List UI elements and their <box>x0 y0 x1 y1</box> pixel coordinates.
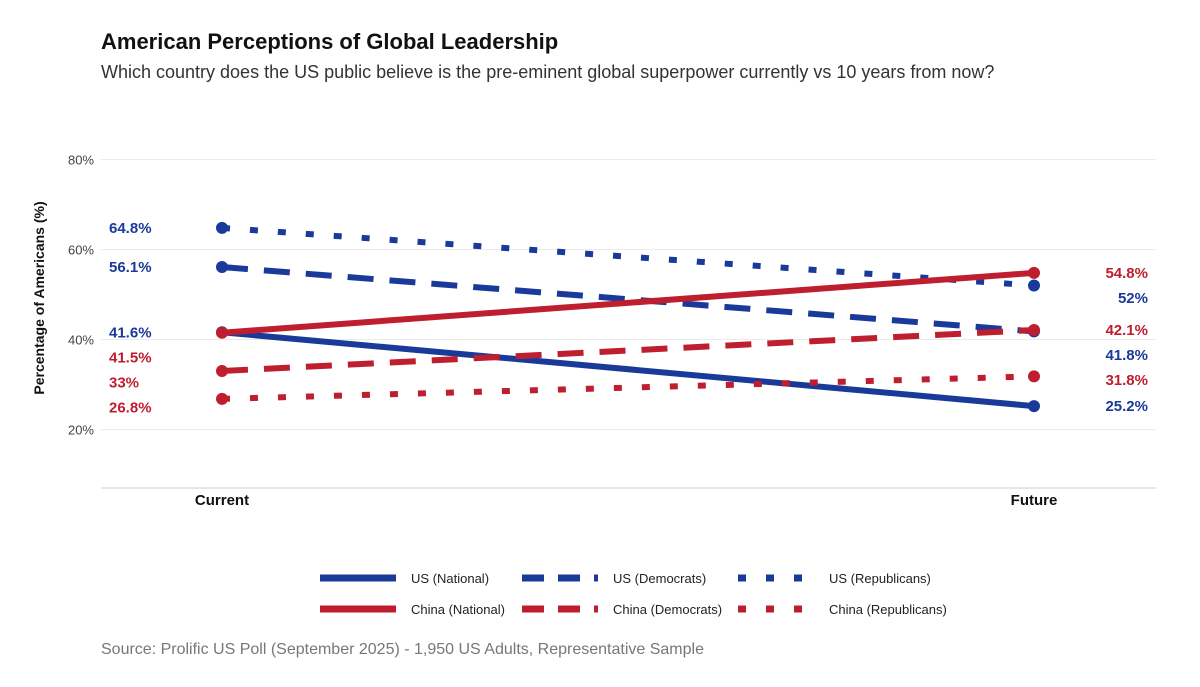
chart-title: American Perceptions of Global Leadershi… <box>101 29 559 54</box>
series-line-us-democrats <box>221 264 1035 335</box>
source-note: Source: Prolific US Poll (September 2025… <box>101 641 704 658</box>
data-label: 54.8% <box>1105 265 1148 282</box>
data-point-us-national <box>1028 400 1040 413</box>
legend-label-china-democrats: China (Democrats) <box>613 602 722 617</box>
data-label: 64.8% <box>109 220 152 237</box>
series-line-china-republicans <box>221 373 1035 402</box>
y-tick-label: 20% <box>68 423 94 438</box>
data-label: 42.1% <box>1105 322 1148 339</box>
legend-label-us-national: US (National) <box>411 571 489 586</box>
data-label: 41.8% <box>1105 347 1148 364</box>
legend-label-china-national: China (National) <box>411 602 505 617</box>
data-point-us-democrats <box>216 261 228 274</box>
y-tick-label: 40% <box>68 333 94 348</box>
series-line-china-national <box>221 269 1035 336</box>
data-label: 25.2% <box>1105 398 1148 415</box>
legend-label-us-republicans: US (Republicans) <box>829 571 931 586</box>
data-label: 41.5% <box>109 349 152 366</box>
data-point-china-democrats <box>216 365 228 377</box>
data-label: 41.6% <box>109 324 152 341</box>
data-point-china-national <box>216 326 228 339</box>
data-point-us-republicans <box>216 221 228 234</box>
data-point-china-democrats <box>1028 324 1040 337</box>
x-tick-label: Future <box>1011 492 1058 509</box>
data-point-china-national <box>1028 266 1040 279</box>
data-label: 33% <box>109 374 139 391</box>
y-tick-label: 80% <box>68 153 94 168</box>
chart-subtitle: Which country does the US public believe… <box>101 62 995 82</box>
data-point-china-republicans <box>1028 370 1040 383</box>
data-label: 56.1% <box>109 259 152 276</box>
legend-label-us-democrats: US (Democrats) <box>613 571 706 586</box>
y-axis-title: Percentage of Americans (%) <box>31 201 47 394</box>
series-line-us-national <box>221 329 1035 410</box>
series-line-china-democrats <box>221 327 1035 374</box>
legend-label-china-republicans: China (Republicans) <box>829 602 947 617</box>
data-label: 52% <box>1118 290 1148 307</box>
data-point-china-republicans <box>216 392 228 405</box>
x-tick-label: Current <box>195 492 249 509</box>
y-tick-label: 60% <box>68 243 94 258</box>
series-line-us-republicans <box>221 224 1035 289</box>
data-label: 26.8% <box>109 399 152 416</box>
data-label: 31.8% <box>1105 372 1148 389</box>
data-point-us-republicans <box>1028 279 1040 292</box>
